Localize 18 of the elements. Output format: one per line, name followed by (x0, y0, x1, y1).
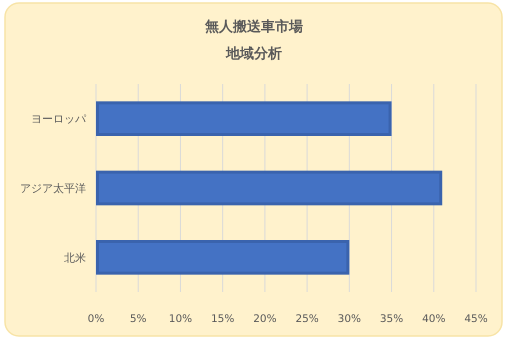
x-tick-label: 0% (88, 313, 104, 325)
x-tick-label: 45% (464, 313, 488, 325)
bar (96, 101, 392, 136)
x-tick-label: 30% (338, 313, 362, 325)
chart-title: 無人搬送車市場 (204, 18, 303, 35)
x-tick-label: 25% (295, 313, 319, 325)
y-tick-label: アジア太平洋 (20, 182, 86, 195)
x-tick-label: 15% (210, 313, 234, 325)
bar (96, 240, 350, 275)
x-tick-label: 40% (422, 313, 446, 325)
bar (96, 170, 442, 206)
x-tick-label: 5% (130, 313, 147, 325)
chart-subtitle: 地域分析 (225, 46, 282, 62)
y-tick-label: 北米 (64, 251, 86, 264)
y-tick-label: ヨーロッパ (31, 112, 87, 126)
x-tick-label: 20% (253, 313, 277, 325)
x-tick-label: 35% (380, 313, 404, 325)
x-tick-label: 10% (168, 313, 192, 325)
